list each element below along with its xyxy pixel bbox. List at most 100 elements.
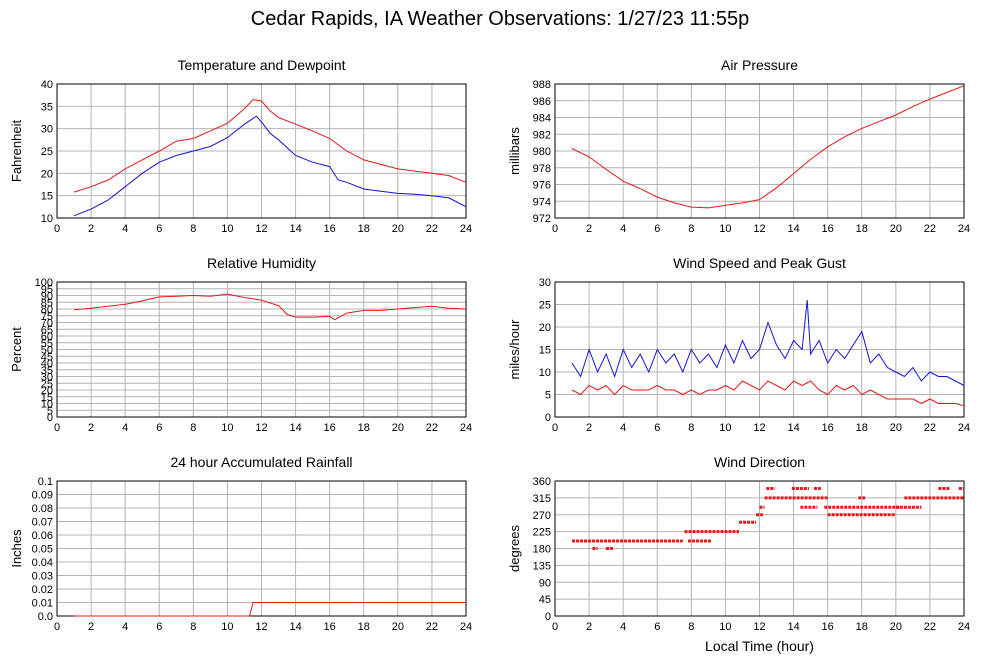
pres-title: Air Pressure — [721, 57, 798, 73]
temp-ytick-label: 30 — [41, 124, 53, 136]
rain-ytick-label: 0.02 — [32, 584, 53, 596]
temp-xtick-label: 0 — [54, 223, 60, 235]
wind-xtick-label: 12 — [753, 422, 765, 434]
dir-xtick-label: 2 — [586, 621, 592, 633]
wind-xtick-label: 22 — [924, 422, 936, 434]
temp-ytick-label: 10 — [41, 213, 53, 225]
wind-ylabel: miles/hour — [507, 319, 522, 380]
rh-xtick-label: 8 — [190, 422, 196, 434]
pres-xtick-label: 18 — [856, 223, 868, 235]
rh-xtick-label: 2 — [88, 422, 94, 434]
pres-ytick-label: 984 — [533, 113, 551, 125]
rh-ytick-label: 30 — [41, 372, 53, 384]
dir-xtick-label: 18 — [856, 621, 868, 633]
wind-xtick-label: 20 — [890, 422, 902, 434]
pres-ytick-label: 978 — [533, 163, 551, 175]
rain-xtick-label: 14 — [289, 621, 301, 633]
rh-series-0-line — [73, 293, 467, 321]
dir-xtick-label: 24 — [958, 621, 970, 633]
rh-ytick-label: 75 — [41, 311, 53, 323]
pres-xtick-label: 24 — [958, 223, 970, 235]
rh-xtick-label: 4 — [122, 422, 128, 434]
dir-ytick-label: 0 — [545, 611, 551, 623]
dir-xtick-label: 14 — [787, 621, 799, 633]
wind-xtick-label: 10 — [719, 422, 731, 434]
rh-ytick-label: 0 — [47, 412, 53, 424]
rain-ytick-label: 0.0 — [38, 611, 53, 623]
temp-xtick-label: 14 — [289, 223, 301, 235]
dir-ytick-label: 135 — [533, 560, 551, 572]
dir-ytick-label: 90 — [539, 577, 551, 589]
rh-ytick-label: 20 — [41, 385, 53, 397]
rh-xtick-label: 6 — [156, 422, 162, 434]
rh-ytick-label: 10 — [41, 399, 53, 411]
rh-xtick-label: 0 — [54, 422, 60, 434]
dir-ytick-label: 225 — [533, 527, 551, 539]
rain-xtick-label: 6 — [156, 621, 162, 633]
rh-ytick-label: 80 — [41, 304, 53, 316]
dir-title: Wind Direction — [714, 454, 805, 470]
rh-ytick-label: 55 — [41, 338, 53, 350]
rain-xtick-label: 24 — [460, 621, 472, 633]
pres-xtick-label: 0 — [552, 223, 558, 235]
pres-xtick-label: 14 — [787, 223, 799, 235]
rain-xtick-label: 12 — [255, 621, 267, 633]
rain-frame — [56, 480, 467, 617]
rh-panel: 0 2 4 6 8 10 12 14 16 18 20 22 240510152025303540455… — [9, 255, 472, 434]
wind-xtick-label: 4 — [620, 422, 626, 434]
pres-xtick-label: 10 — [719, 223, 731, 235]
pres-ytick-label: 982 — [533, 129, 551, 141]
rain-xtick-label: 22 — [426, 621, 438, 633]
temp-frame — [56, 83, 467, 219]
dir-xtick-label: 12 — [753, 621, 765, 633]
temp-xtick-label: 8 — [190, 223, 196, 235]
rh-ytick-label: 100 — [35, 277, 53, 289]
dir-xtick-label: 4 — [620, 621, 626, 633]
wind-frame — [554, 281, 965, 418]
rain-xtick-label: 20 — [392, 621, 404, 633]
temp-series-1-line — [73, 115, 467, 217]
rh-xtick-label: 22 — [426, 422, 438, 434]
wind-series-0-line — [571, 299, 965, 386]
dir-panel: 0 2 4 6 8 10 12 14 16 18 20 22 240459013518022527031… — [507, 454, 970, 633]
rh-ytick-label: 60 — [41, 331, 53, 343]
rh-ytick-label: 85 — [41, 297, 53, 309]
pres-xtick-label: 4 — [620, 223, 626, 235]
rh-ytick-label: 25 — [41, 378, 53, 390]
rh-ytick-label: 5 — [47, 405, 53, 417]
rain-ytick-label: 0.06 — [32, 530, 53, 542]
rain-series-0-line — [74, 602, 466, 617]
dir-xtick-label: 20 — [890, 621, 902, 633]
rh-ytick-label: 90 — [41, 291, 53, 303]
page-title: Cedar Rapids, IA Weather Observations: 1… — [250, 8, 750, 30]
temp-xtick-label: 10 — [221, 223, 233, 235]
pres-xtick-label: 16 — [822, 223, 834, 235]
temp-xtick-label: 4 — [122, 223, 128, 235]
wind-xtick-label: 18 — [856, 422, 868, 434]
wind-ytick-label: 20 — [539, 322, 551, 334]
rh-ytick-label: 35 — [41, 365, 53, 377]
dir-ytick-label: 360 — [533, 476, 551, 488]
rh-ylabel: Percent — [9, 327, 24, 372]
pres-xtick-label: 22 — [924, 223, 936, 235]
rain-xtick-label: 10 — [221, 621, 233, 633]
wind-xtick-label: 16 — [822, 422, 834, 434]
pres-ylabel: millibars — [507, 127, 522, 175]
dir-xtick-label: 16 — [822, 621, 834, 633]
wind-title: Wind Speed and Peak Gust — [673, 255, 846, 271]
dir-ytick-label: 180 — [533, 544, 551, 556]
rain-ytick-label: 0.07 — [32, 517, 53, 529]
temp-title: Temperature and Dewpoint — [177, 57, 345, 73]
pres-ytick-label: 988 — [533, 79, 551, 91]
rain-ytick-label: 0.03 — [32, 571, 53, 583]
rain-xtick-label: 2 — [88, 621, 94, 633]
rain-xtick-label: 16 — [324, 621, 336, 633]
temp-xtick-label: 18 — [358, 223, 370, 235]
rain-ylabel: Inches — [9, 529, 24, 568]
pres-ytick-label: 986 — [533, 96, 551, 108]
rh-ytick-label: 40 — [41, 358, 53, 370]
rain-ytick-label: 0.09 — [32, 490, 53, 502]
pres-frame — [554, 83, 965, 219]
